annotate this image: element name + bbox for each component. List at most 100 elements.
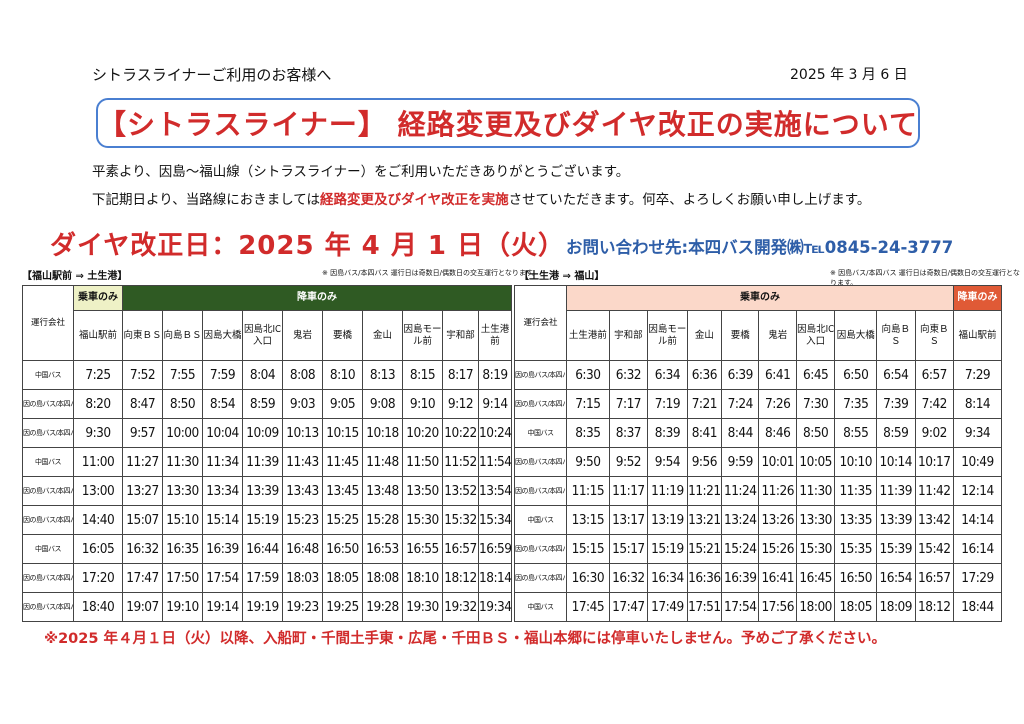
time-cell: 10:04 [202, 418, 243, 448]
time-cell: 10:18 [362, 418, 403, 448]
time-cell: 6:39 [721, 360, 760, 390]
time-cell: 9:54 [647, 447, 688, 477]
timetable-row: 因の島バス/本四バス16:3016:3216:3416:3616:3916:41… [513, 563, 1002, 593]
stop-header: 因島北IC入口 [242, 310, 283, 361]
time-cell: 9:02 [914, 418, 955, 448]
time-cell: 8:37 [608, 418, 649, 448]
time-cell: 9:57 [122, 418, 163, 448]
time-cell: 16:54 [876, 563, 916, 593]
stop-header: 向東ＢＳ [914, 310, 955, 361]
time-cell: 11:39 [242, 447, 283, 477]
footnote-skipped-stops: ※2025 年４月１日（火）以降、入船町・千間土手東・広尾・千田ＢＳ・福山本郷に… [44, 631, 887, 647]
time-cell: 6:50 [834, 360, 878, 390]
operator-cell: 中国バス [513, 418, 568, 448]
time-cell: 15:25 [322, 505, 363, 535]
intro-line-2: 下記期日より、当路線におきましては経路変更及びダイヤ改正を実施させていただきます… [92, 188, 870, 208]
intro-line-2-a: 下記期日より、当路線におきましては [92, 192, 321, 208]
time-cell: 15:34 [477, 505, 513, 535]
stop-header: 因島モール前 [402, 310, 443, 361]
time-cell: 9:50 [566, 447, 610, 477]
time-cell: 8:14 [953, 389, 1002, 419]
time-cell: 18:44 [953, 592, 1002, 622]
time-cell: 10:17 [914, 447, 955, 477]
board-only-header: 乗車のみ [566, 285, 955, 311]
intro-line-1: 平素より、因島～福山線（シトラスライナー）をご利用いただきありがとうございます。 [92, 164, 630, 180]
operator-cell: 因の島バス/本四バス [513, 447, 568, 477]
time-cell: 9:52 [608, 447, 649, 477]
time-cell: 18:08 [362, 563, 403, 593]
time-cell: 6:54 [876, 360, 916, 390]
time-cell: 10:22 [442, 418, 479, 448]
time-cell: 8:59 [242, 389, 283, 419]
time-cell: 7:52 [122, 360, 163, 390]
time-cell: 8:20 [73, 389, 123, 419]
time-cell: 18:40 [73, 592, 123, 622]
stop-header: 因島北IC入口 [795, 310, 836, 361]
operator-cell: 因の島バス/本四バス [22, 563, 74, 593]
time-cell: 9:08 [362, 389, 403, 419]
time-cell: 9:12 [442, 389, 479, 419]
time-cell: 8:54 [202, 389, 243, 419]
operator-cell: 因の島バス/本四バス [22, 505, 74, 535]
time-cell: 16:50 [322, 534, 363, 564]
stop-header: 向島ＢＳ [876, 310, 916, 361]
time-cell: 17:54 [721, 592, 760, 622]
time-cell: 15:24 [721, 534, 760, 564]
time-cell: 9:05 [322, 389, 363, 419]
time-cell: 17:20 [73, 563, 123, 593]
time-cell: 7:15 [566, 389, 610, 419]
timetable-row: 因の島バス/本四バス9:509:529:549:569:5910:0110:05… [513, 447, 1002, 477]
time-cell: 13:39 [242, 476, 283, 506]
time-cell: 7:42 [914, 389, 955, 419]
time-cell: 8:47 [122, 389, 163, 419]
time-cell: 15:23 [282, 505, 323, 535]
time-cell: 7:26 [758, 389, 797, 419]
timetable-row: 因の島バス/本四バス14:4015:0715:1015:1415:1915:23… [22, 505, 513, 535]
time-cell: 18:05 [834, 592, 878, 622]
time-cell: 11:15 [566, 476, 610, 506]
title-box: 【シトラスライナー】 経路変更及びダイヤ改正の実施について [96, 98, 920, 148]
operator-cell: 因の島バス/本四バス [513, 534, 568, 564]
time-cell: 19:14 [202, 592, 243, 622]
time-cell: 10:24 [477, 418, 513, 448]
time-cell: 17:49 [647, 592, 688, 622]
time-cell: 16:39 [202, 534, 243, 564]
time-cell: 19:19 [242, 592, 283, 622]
timetable-row: 因の島バス/本四バス15:1515:1715:1915:2115:2415:26… [513, 534, 1002, 564]
time-cell: 19:28 [362, 592, 403, 622]
time-cell: 15:42 [914, 534, 955, 564]
timetable-row: 中国バス 11:00 11:27 11:30 11:34 11:39 11:43 11:45 1… [22, 447, 513, 477]
timetable-row: 中国バス 7:25 7:52 7:55 7:59 8:04 8:08 8:10 8:13 8:15… [22, 360, 513, 390]
time-cell: 13:24 [721, 505, 760, 535]
operator-cell: 中国バス [22, 447, 74, 477]
stop-header: 要橋 [721, 310, 760, 361]
time-cell: 11:48 [362, 447, 403, 477]
time-cell: 15:10 [162, 505, 203, 535]
stop-header: 金山 [362, 310, 403, 361]
time-cell: 11:30 [162, 447, 203, 477]
stop-header: 向島ＢＳ [162, 310, 203, 361]
time-cell: 17:54 [202, 563, 243, 593]
time-cell: 15:30 [795, 534, 836, 564]
time-cell: 6:32 [608, 360, 649, 390]
time-cell: 7:21 [686, 389, 723, 419]
time-cell: 10:15 [322, 418, 363, 448]
time-cell: 15:39 [876, 534, 916, 564]
time-cell: 19:34 [477, 592, 513, 622]
time-cell: 8:15 [402, 360, 443, 390]
time-cell: 9:30 [73, 418, 123, 448]
time-cell: 8:59 [876, 418, 916, 448]
time-cell: 16:32 [122, 534, 163, 564]
time-cell: 10:05 [795, 447, 836, 477]
route-label-inbound: 【土生港 ⇒ 福山】 [519, 271, 605, 282]
time-cell: 10:00 [162, 418, 203, 448]
time-cell: 13:54 [477, 476, 513, 506]
time-cell: 8:35 [566, 418, 610, 448]
time-cell: 17:51 [686, 592, 723, 622]
time-cell: 18:09 [876, 592, 916, 622]
time-cell: 16:55 [402, 534, 443, 564]
time-cell: 12:14 [953, 476, 1002, 506]
time-cell: 16:50 [834, 563, 878, 593]
time-cell: 17:45 [566, 592, 610, 622]
time-cell: 15:30 [402, 505, 443, 535]
